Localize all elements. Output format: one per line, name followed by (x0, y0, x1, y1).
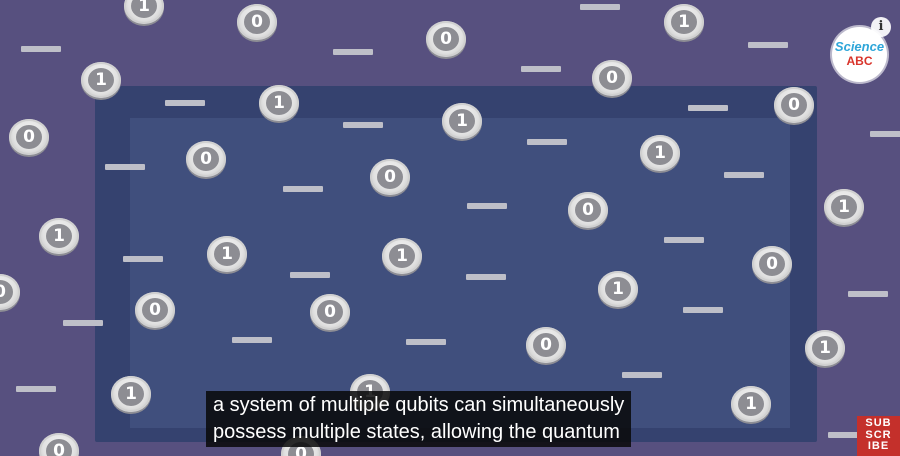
dash-mark (290, 272, 330, 278)
coin-icon: 0 (752, 246, 792, 282)
dash-mark (748, 42, 788, 48)
coin-icon: 1 (81, 62, 121, 98)
dash-mark (105, 164, 145, 170)
coin-icon: 1 (382, 238, 422, 274)
dash-mark (467, 203, 507, 209)
dash-mark (123, 256, 163, 262)
background-panel-inner (130, 118, 790, 428)
coin-icon: 0 (39, 433, 79, 456)
coin-icon: 1 (805, 330, 845, 366)
dash-mark (165, 100, 205, 106)
dash-mark (406, 339, 446, 345)
coin-icon: 0 (774, 87, 814, 123)
coin-icon: 1 (111, 376, 151, 412)
dash-mark (580, 4, 620, 10)
dash-mark (527, 139, 567, 145)
dash-mark (724, 172, 764, 178)
coin-icon: 1 (731, 386, 771, 422)
dash-mark (232, 337, 272, 343)
coin-icon: 1 (207, 236, 247, 272)
logo-text-science: Science (834, 39, 885, 54)
dash-mark (828, 432, 868, 438)
coin-icon: 1 (598, 271, 638, 307)
coin-icon: 1 (442, 103, 482, 139)
dash-mark (63, 320, 103, 326)
coin-icon: 0 (9, 119, 49, 155)
coin-icon: 0 (526, 327, 566, 363)
coin-icon: 0 (426, 21, 466, 57)
caption-line-1: a system of multiple qubits can simultan… (213, 394, 625, 416)
info-icon[interactable]: i (871, 17, 891, 37)
dash-mark (683, 307, 723, 313)
coin-icon: 1 (640, 135, 680, 171)
coin-icon: 0 (0, 274, 20, 310)
dash-mark (688, 105, 728, 111)
dash-mark (333, 49, 373, 55)
coin-icon: 0 (310, 294, 350, 330)
coin-icon: 0 (186, 141, 226, 177)
coin-icon: 0 (237, 4, 277, 40)
subscribe-text-3: IBE (867, 440, 890, 452)
coin-icon: 1 (824, 189, 864, 225)
dash-mark (870, 131, 900, 137)
dash-mark (664, 237, 704, 243)
coin-icon: 1 (259, 85, 299, 121)
coin-icon: 0 (135, 292, 175, 328)
coin-icon: 0 (592, 60, 632, 96)
closed-caption: a system of multiple qubits can simultan… (206, 391, 632, 447)
logo-text-abc: ABC (846, 54, 873, 68)
coin-icon: 1 (39, 218, 79, 254)
coin-icon: 1 (664, 4, 704, 40)
caption-line-2: possess multiple states, allowing the qu… (213, 421, 620, 443)
subscribe-button[interactable]: SUB SCR IBE (857, 416, 900, 456)
dash-mark (283, 186, 323, 192)
subscribe-text-2: SCR (865, 428, 892, 441)
dash-mark (16, 386, 56, 392)
subscribe-text-1: SUB (865, 417, 892, 429)
coin-icon: 1 (124, 0, 164, 24)
dash-mark (343, 122, 383, 128)
dash-mark (466, 274, 506, 280)
coin-icon: 0 (370, 159, 410, 195)
dash-mark (521, 66, 561, 72)
coin-icon: 0 (568, 192, 608, 228)
dash-mark (622, 372, 662, 378)
dash-mark (21, 46, 61, 52)
dash-mark (848, 291, 888, 297)
